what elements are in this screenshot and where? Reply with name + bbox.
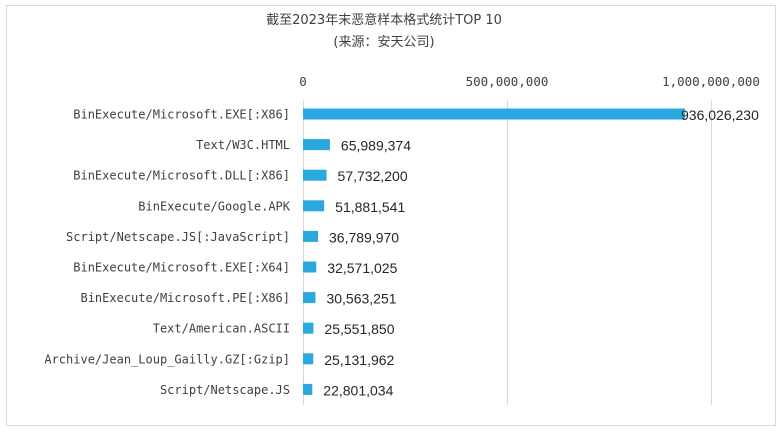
- bar: [303, 230, 319, 242]
- data-label: 65,989,374: [341, 138, 411, 154]
- x-tick-label: 0: [299, 74, 307, 89]
- category-label: Script/Netscape.JS: [160, 383, 290, 397]
- data-labels: 936,026,230 65,989,374 57,732,200 51,881,54…: [323, 107, 759, 398]
- category-label: Text/American.ASCII: [153, 322, 290, 336]
- category-label: BinExecute/Microsoft.EXE[:X86]: [73, 108, 290, 122]
- x-axis-ticks: 0 500,000,000 1,000,000,000: [299, 74, 760, 89]
- bar: [303, 108, 685, 120]
- chart-title: 截至2023年末恶意样本格式统计TOP 10: [266, 12, 502, 28]
- data-label: 57,732,200: [338, 168, 408, 184]
- x-tick-label: 500,000,000: [466, 74, 549, 89]
- bar: [303, 383, 313, 395]
- bars: [303, 108, 685, 395]
- bar: [303, 200, 325, 212]
- bar: [303, 292, 316, 304]
- data-label: 25,131,962: [324, 352, 394, 368]
- category-label: BinExecute/Microsoft.EXE[:X64]: [73, 261, 290, 275]
- category-label: Script/Netscape.JS[:JavaScript]: [66, 230, 290, 244]
- data-label: 32,571,025: [327, 260, 397, 276]
- category-label: Archive/Jean_Loup_Gailly.GZ[:Gzip]: [44, 352, 290, 366]
- data-label: 30,563,251: [326, 291, 396, 307]
- category-label: BinExecute/Google.APK: [138, 199, 290, 213]
- category-label: BinExecute/Microsoft.DLL[:X86]: [73, 169, 290, 183]
- x-tick-label: 1,000,000,000: [662, 74, 760, 89]
- data-label: 22,801,034: [323, 382, 393, 398]
- bar: [303, 139, 330, 151]
- bar: [303, 353, 314, 365]
- category-label: Text/W3C.HTML: [196, 138, 290, 152]
- data-label: 25,551,850: [324, 321, 394, 337]
- chart-frame: [6, 5, 776, 426]
- data-label: 51,881,541: [335, 199, 405, 215]
- bar: [303, 322, 314, 334]
- data-label: 936,026,230: [681, 107, 759, 123]
- bar: [303, 169, 327, 181]
- chart-subtitle: (来源：安天公司): [333, 35, 434, 50]
- bar: [303, 261, 317, 273]
- data-label: 36,789,970: [329, 229, 399, 245]
- category-label: BinExecute/Microsoft.PE[:X86]: [80, 291, 290, 305]
- category-labels: BinExecute/Microsoft.EXE[:X86] Text/W3C.H…: [44, 108, 290, 397]
